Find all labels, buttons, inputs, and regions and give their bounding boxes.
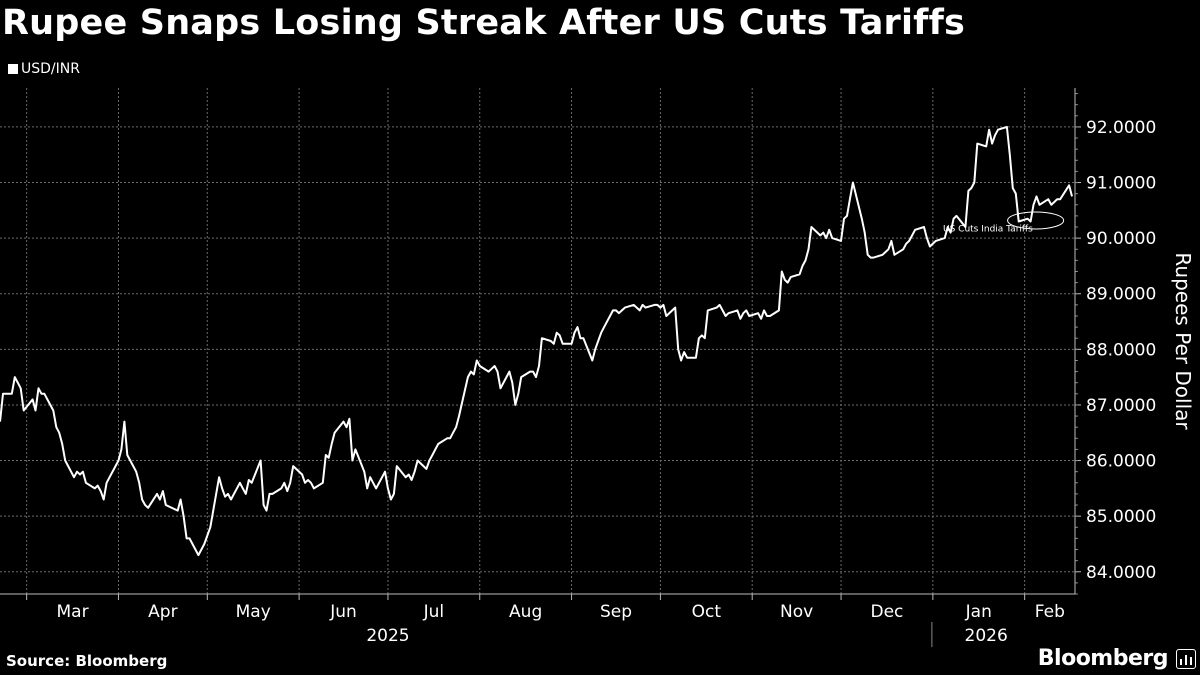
brand-logo: Bloomberg bbox=[1037, 646, 1169, 671]
x-tick-label: Jun bbox=[329, 602, 357, 622]
y-tick-label: 92.0000 bbox=[1086, 118, 1156, 138]
x-tick-label: May bbox=[236, 602, 271, 622]
y-tick-label: 90.0000 bbox=[1086, 229, 1156, 249]
x-tick-label: Jul bbox=[423, 602, 445, 622]
y-tick-label: 91.0000 bbox=[1086, 174, 1156, 194]
gridlines bbox=[0, 88, 1075, 594]
series-line-usd-inr bbox=[0, 125, 1073, 557]
x-tick-label: Oct bbox=[692, 602, 722, 622]
axes bbox=[0, 88, 1081, 647]
y-tick-label: 88.0000 bbox=[1086, 340, 1156, 360]
x-tick-label: Apr bbox=[148, 602, 177, 622]
y-tick-label: 84.0000 bbox=[1086, 563, 1156, 583]
year-label: 2025 bbox=[366, 626, 409, 646]
annotation-marker bbox=[1007, 211, 1065, 230]
legend-swatch bbox=[8, 64, 18, 74]
y-axis-title: Rupees Per Dollar bbox=[1171, 252, 1195, 430]
y-tick-label: 86.0000 bbox=[1086, 452, 1156, 472]
x-tick-label: Aug bbox=[509, 602, 542, 622]
year-label: 2026 bbox=[965, 626, 1008, 646]
x-tick-label: Sep bbox=[600, 602, 632, 622]
legend-label: USD/INR bbox=[21, 61, 80, 77]
x-tick-label: Dec bbox=[870, 602, 903, 622]
y-tick-label: 89.0000 bbox=[1086, 285, 1156, 305]
chart-title: Rupee Snaps Losing Streak After US Cuts … bbox=[2, 3, 966, 43]
y-tick-label: 85.0000 bbox=[1086, 507, 1156, 527]
series-group bbox=[0, 125, 1073, 557]
bar-chart-icon bbox=[1176, 649, 1196, 669]
x-tick-label: Feb bbox=[1035, 602, 1065, 622]
x-tick-label: Nov bbox=[780, 602, 813, 622]
y-tick-label: 87.0000 bbox=[1086, 396, 1156, 416]
annotation-label: US Cuts India Tariffs bbox=[943, 224, 1033, 234]
legend: USD/INR bbox=[8, 61, 80, 77]
annotation-group: US Cuts India Tariffs bbox=[943, 211, 1065, 234]
x-tick-label: Mar bbox=[57, 602, 89, 622]
x-tick-label: Jan bbox=[965, 602, 992, 622]
source-note: Source: Bloomberg bbox=[6, 652, 168, 670]
axis-labels: 84.0000 85.0000 86.0000 87.0000 88.0000 89.00… bbox=[57, 118, 1195, 646]
